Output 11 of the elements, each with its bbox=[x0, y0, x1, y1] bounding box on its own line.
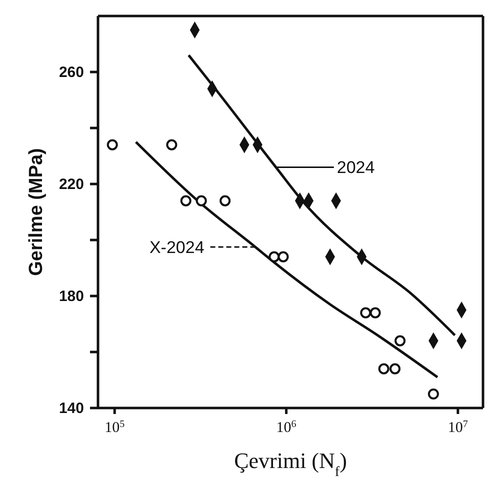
x-axis-title: Çevrimi (N$_{f}$) bbox=[234, 448, 347, 480]
y-tick-label: 260 bbox=[58, 64, 84, 81]
legend-label: 2024 bbox=[336, 158, 375, 178]
y-tick-label: 220 bbox=[58, 176, 84, 193]
y-tick-label: 180 bbox=[58, 288, 84, 305]
y-tick-label: 140 bbox=[58, 400, 84, 417]
x-tick-label: 10$^{6}$ bbox=[276, 418, 296, 436]
x-tick-label: 10$^{5}$ bbox=[104, 418, 125, 436]
series-label: X-2024 bbox=[149, 238, 204, 257]
y-axis-title: Gerilme (MPa) bbox=[26, 148, 47, 276]
x-tick-label: 10$^{7}$ bbox=[448, 418, 468, 436]
